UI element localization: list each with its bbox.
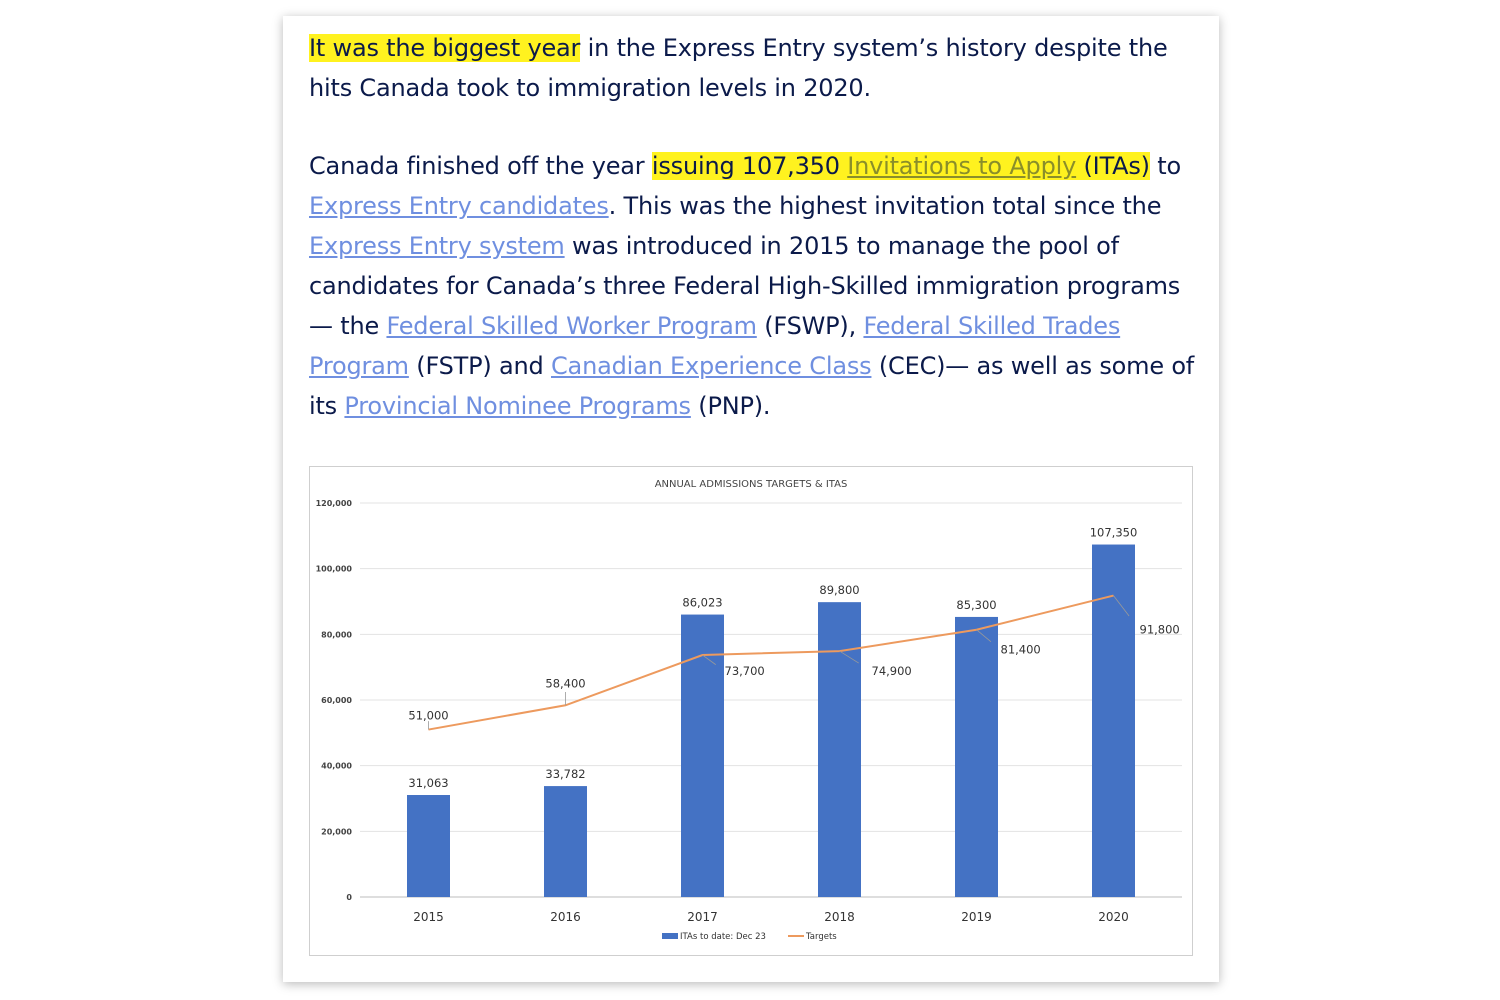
x-tick-label: 2019 (961, 910, 992, 924)
x-tick-label: 2020 (1098, 910, 1129, 924)
target-data-label: 73,700 (725, 664, 765, 678)
intro-paragraph: It was the biggest year in the Express E… (309, 28, 1209, 108)
legend-bar-label: ITAs to date: Dec 23 (680, 932, 766, 942)
bar-data-label: 85,300 (956, 598, 996, 612)
y-axis: 0 20,000 40,000 60,000 80,000 100,000 120,000 (316, 499, 353, 902)
leader-line (839, 650, 859, 664)
bar (544, 786, 587, 897)
target-data-label: 91,800 (1140, 623, 1180, 637)
x-tick-label: 2015 (413, 910, 444, 924)
text-segment: Canada finished off the year (309, 152, 652, 180)
y-tick-label: 60,000 (321, 696, 352, 705)
legend-line-label: Targets (805, 932, 837, 942)
x-axis: 2015 2016 2017 2018 2019 2020 (413, 910, 1129, 924)
bar-data-label: 86,023 (682, 596, 722, 610)
bar (1092, 544, 1135, 897)
bar-data-label: 89,800 (819, 583, 859, 597)
highlight-itas: issuing 107,350 Invitations to Apply (IT… (651, 152, 1151, 180)
highlight-issuing: issuing 107,350 (651, 152, 848, 180)
line-series (428, 594, 1114, 731)
text-segment: (CEC)— as well as some of its (309, 352, 1195, 420)
chart-title: ANNUAL ADMISSIONS TARGETS & ITAS (655, 479, 848, 490)
bar-data-label: 107,350 (1090, 526, 1138, 540)
y-tick-label: 120,000 (316, 499, 353, 508)
text-segment: (FSTP) and (408, 352, 551, 380)
chart-grid (360, 502, 1182, 898)
text-segment: was introduced in 2015 to manage the poo… (309, 232, 1181, 340)
highlight-itas-abbrev: (ITAs) (1076, 152, 1151, 180)
intro-text: in the Express Entry system’s history de… (309, 34, 1168, 102)
bar (681, 614, 724, 897)
text-segment: . This was the highest invitation total … (608, 192, 1162, 220)
link-canadian-experience-class[interactable]: Canadian Experience Class (551, 352, 872, 380)
chart-image: ANNUAL ADMISSIONS TARGETS & ITAS 0 20,000… (309, 466, 1193, 956)
y-tick-label: 40,000 (321, 762, 352, 771)
x-tick-label: 2018 (824, 910, 855, 924)
y-tick-label: 20,000 (321, 827, 352, 836)
bar-data-label: 33,782 (545, 767, 585, 781)
targets-line (428, 594, 1114, 731)
target-data-label: 81,400 (1001, 643, 1041, 657)
target-data-label: 58,400 (545, 676, 585, 690)
legend-bar-swatch (662, 933, 678, 939)
article-card: It was the biggest year in the Express E… (283, 16, 1219, 982)
admissions-chart: ANNUAL ADMISSIONS TARGETS & ITAS 0 20,000… (316, 479, 1182, 942)
data-labels: 31,063 33,782 86,023 89,800 85,300 107,350 51,… (408, 526, 1179, 790)
y-tick-label: 0 (346, 893, 352, 902)
highlight-biggest-year: It was the biggest year (309, 34, 581, 62)
bar (955, 616, 998, 897)
itas-paragraph: Canada finished off the year issuing 107… (309, 146, 1209, 426)
link-provincial-nominee-programs[interactable]: Provincial Nominee Programs (344, 392, 691, 420)
bar (407, 795, 450, 897)
text-segment: (FSWP), (756, 312, 864, 340)
bar-series (407, 544, 1135, 897)
link-express-entry-candidates[interactable]: Express Entry candidates (309, 192, 609, 220)
x-tick-label: 2017 (687, 910, 718, 924)
x-tick-label: 2016 (550, 910, 581, 924)
link-express-entry-system[interactable]: Express Entry system (309, 232, 565, 260)
leader-line (1113, 595, 1130, 617)
text-segment: (PNP). (690, 392, 771, 420)
y-tick-label: 80,000 (321, 630, 352, 639)
bar-data-label: 31,063 (408, 776, 448, 790)
link-federal-skilled-worker-program[interactable]: Federal Skilled Worker Program (386, 312, 757, 340)
text-segment: to (1149, 152, 1181, 180)
link-invitations-to-apply[interactable]: Invitations to Apply (847, 152, 1077, 180)
bar (818, 602, 861, 897)
y-tick-label: 100,000 (316, 565, 353, 574)
leader-line (702, 654, 716, 665)
target-data-label: 51,000 (408, 709, 448, 723)
leader-line (976, 629, 992, 643)
link-federal-skilled-trades-program[interactable]: Federal Skilled Trades Program (309, 312, 1121, 380)
target-data-label: 74,900 (872, 664, 912, 678)
chart-legend: ITAs to date: Dec 23 Targets (662, 932, 837, 942)
